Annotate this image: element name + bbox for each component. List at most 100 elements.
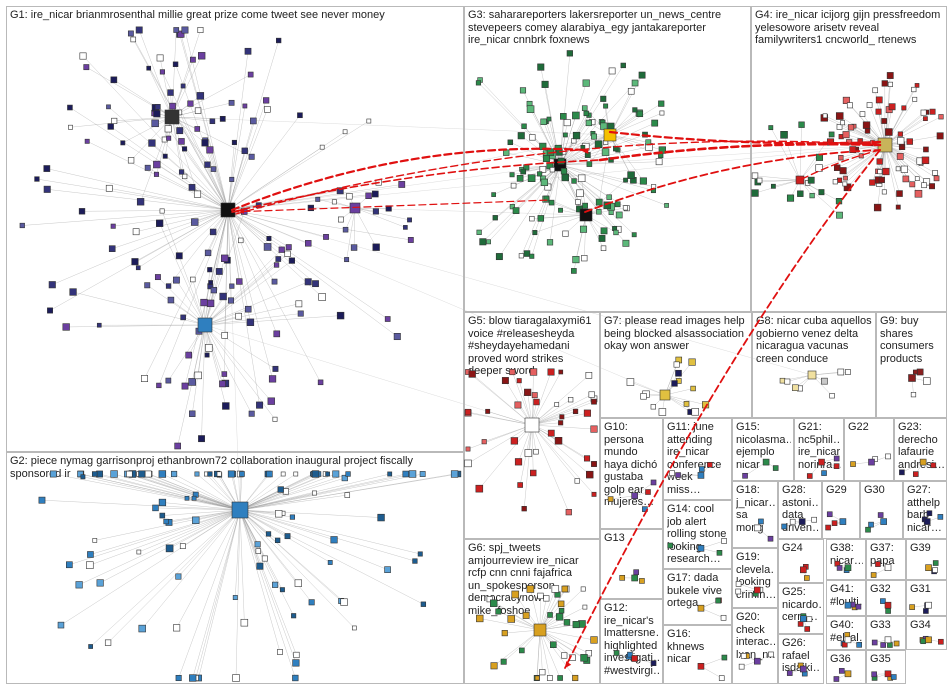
edge-g2 (239, 509, 293, 518)
node-g1 (197, 27, 204, 33)
node-g17 (715, 597, 721, 604)
node-g5 (591, 398, 597, 405)
hub-node-g10 (631, 492, 638, 500)
node-g1 (127, 157, 135, 164)
edge-g1 (171, 74, 251, 118)
edge-g5 (531, 424, 578, 482)
hub-node-g19 (753, 586, 761, 594)
node-g1 (210, 286, 217, 294)
node-g2 (293, 471, 299, 477)
edge-g2 (89, 509, 241, 566)
node-g1 (338, 216, 344, 223)
node-g6 (522, 612, 530, 619)
node-g11 (698, 466, 705, 472)
node-g1 (219, 380, 226, 388)
node-g12 (650, 660, 657, 666)
edge-g2 (239, 509, 299, 584)
edge-g1 (148, 68, 173, 118)
node-g3 (572, 131, 581, 140)
edge-g1 (204, 324, 272, 402)
node-g5 (572, 408, 579, 415)
edge-g2 (53, 473, 241, 511)
node-g7 (683, 401, 690, 407)
node-g4 (876, 158, 883, 165)
node-g4 (895, 204, 901, 210)
node-g1 (153, 171, 159, 177)
node-g2 (291, 613, 297, 619)
edge-g5 (531, 371, 534, 426)
node-g3 (582, 202, 588, 209)
node-g2 (57, 621, 65, 629)
edge-g2 (239, 509, 355, 629)
edge-g1 (161, 210, 206, 326)
node-g5 (574, 478, 580, 484)
edge-g2 (239, 509, 245, 623)
edge-g5 (484, 424, 533, 442)
edge-g7 (664, 394, 706, 406)
node-g3 (577, 174, 586, 182)
edge-g1 (112, 209, 229, 249)
node-g1 (250, 117, 257, 125)
node-g3 (520, 168, 527, 175)
hub-node-g27 (923, 518, 931, 525)
edge-g2 (155, 507, 241, 511)
edge-g2 (94, 473, 241, 511)
node-g1 (346, 193, 353, 200)
node-g2 (77, 470, 84, 478)
node-g2 (325, 471, 330, 477)
node-g28 (781, 523, 787, 530)
node-g3 (575, 199, 581, 205)
hub-node-g1 (197, 317, 213, 333)
node-g6 (507, 615, 516, 623)
node-g1 (205, 344, 213, 352)
node-g4 (885, 128, 893, 136)
node-g1 (68, 124, 73, 130)
node-g22 (885, 453, 891, 460)
node-g21 (806, 473, 813, 479)
edge-g14 (670, 545, 701, 549)
node-g1 (153, 160, 161, 169)
node-g1 (229, 176, 235, 182)
node-g3 (476, 229, 482, 235)
node-g1 (407, 237, 414, 243)
node-g2 (274, 537, 281, 544)
node-g6 (526, 585, 535, 593)
node-g1 (187, 100, 194, 107)
hub-node-g34 (925, 636, 932, 644)
node-g1 (43, 165, 51, 172)
node-g1 (267, 397, 275, 405)
node-g3 (518, 253, 524, 259)
edge-g1 (224, 209, 229, 375)
node-g3 (558, 207, 563, 213)
node-g1 (371, 190, 379, 198)
node-g4 (929, 108, 936, 115)
node-g28 (811, 516, 817, 523)
node-g2 (86, 561, 94, 569)
node-g13 (633, 569, 639, 575)
node-g1 (307, 204, 314, 212)
node-g1 (317, 379, 324, 386)
node-g4 (920, 109, 927, 116)
node-g2 (311, 470, 320, 478)
edge-g1 (354, 207, 410, 221)
node-g3 (510, 182, 517, 189)
node-g4 (929, 183, 935, 190)
edge-g3 (559, 115, 577, 166)
node-g2 (294, 579, 302, 587)
node-g2 (216, 471, 222, 477)
node-g5 (524, 449, 533, 457)
edge-g2 (239, 509, 297, 656)
node-g1 (180, 314, 186, 321)
node-g1 (181, 173, 188, 180)
node-g6 (519, 647, 525, 654)
node-g2 (194, 471, 200, 477)
node-g1 (105, 184, 113, 192)
edge-g1 (192, 324, 206, 414)
hub-node-g13 (631, 574, 638, 582)
node-g3 (541, 80, 549, 88)
edge-g3 (559, 161, 660, 166)
edge-g2 (239, 494, 348, 511)
node-g1 (305, 240, 312, 247)
node-g2 (96, 579, 104, 587)
edge-g1 (227, 209, 309, 244)
